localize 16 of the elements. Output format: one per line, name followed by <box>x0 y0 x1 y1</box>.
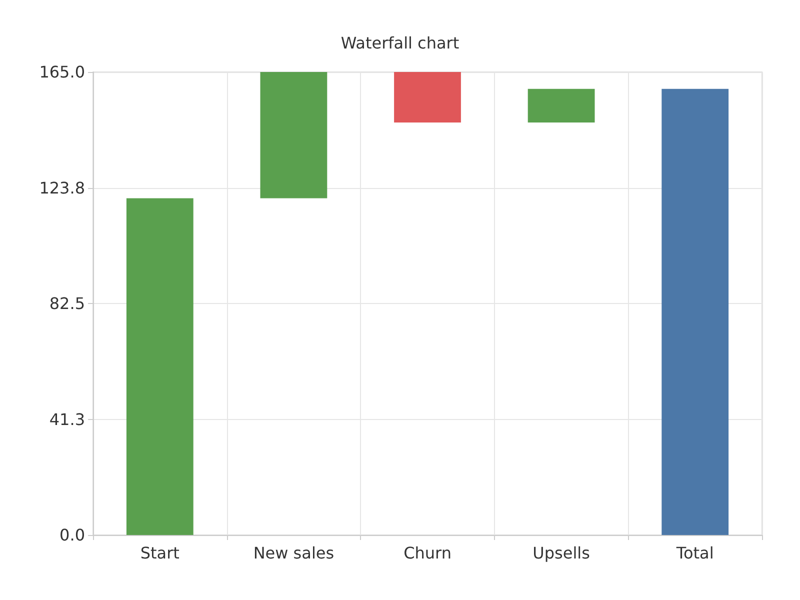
bar <box>260 72 328 198</box>
bar <box>662 88 729 535</box>
y-tick-label: 0.0 <box>60 526 85 544</box>
x-tick-label: Total <box>675 544 714 562</box>
x-tick-label: Upsells <box>532 544 590 562</box>
x-tick-label: New sales <box>253 544 334 562</box>
bar <box>394 72 461 123</box>
y-tick-label: 123.8 <box>39 178 85 198</box>
x-tick-label: Start <box>140 544 180 562</box>
y-tick-label: 165.0 <box>39 62 85 82</box>
x-tick-label: Churn <box>404 544 452 562</box>
chart-title: Waterfall chart <box>340 34 460 52</box>
bar <box>528 88 595 123</box>
y-tick-label: 41.3 <box>49 410 85 429</box>
y-tick-label: 82.5 <box>49 294 85 313</box>
bar <box>126 198 194 535</box>
